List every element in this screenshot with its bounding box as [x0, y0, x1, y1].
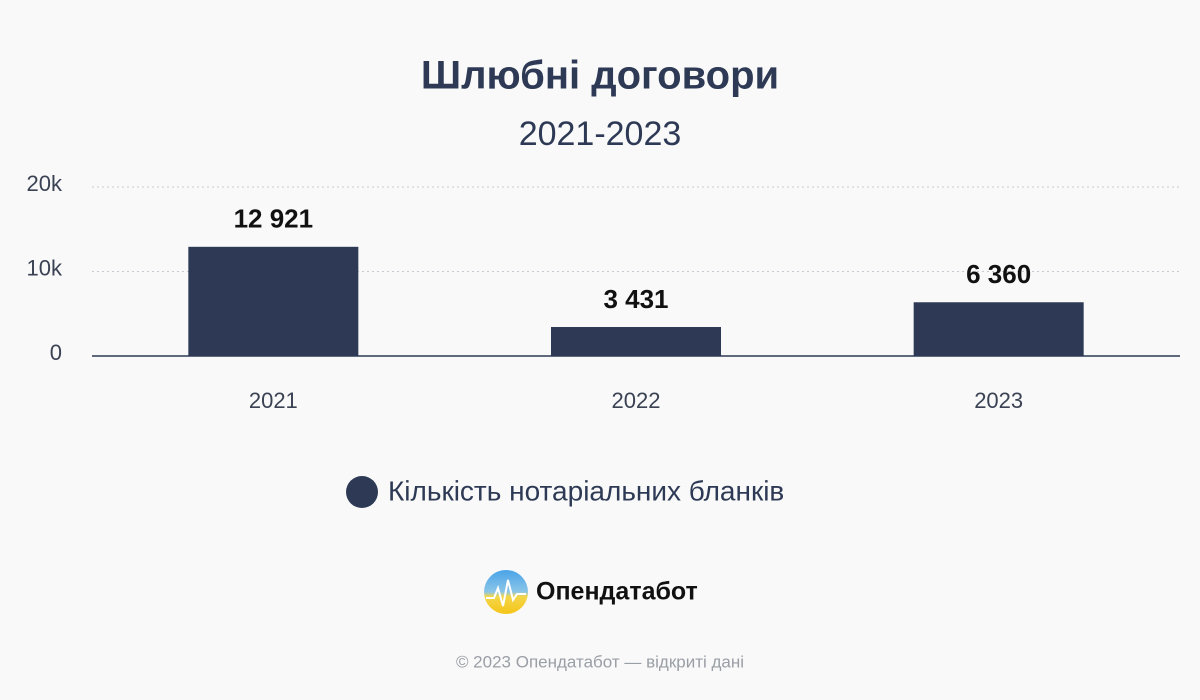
- x-tick-label: 2021: [249, 388, 298, 413]
- y-tick-label: 0: [50, 340, 62, 365]
- legend-marker: [346, 476, 378, 508]
- x-tick-label: 2022: [612, 388, 661, 413]
- value-label: 12 921: [234, 204, 314, 234]
- logo-icon: [484, 570, 528, 614]
- x-tick-label: 2023: [974, 388, 1023, 413]
- value-label: 6 360: [966, 259, 1031, 289]
- y-tick-label: 10k: [27, 255, 63, 280]
- bar: [913, 302, 1084, 356]
- legend-label: Кількість нотаріальних бланків: [388, 475, 784, 506]
- footer: © 2023 Опендатабот — відкриті дані: [456, 652, 744, 671]
- chart-title: Шлюбні договори: [421, 54, 779, 98]
- chart-subtitle: 2021-2023: [519, 115, 682, 153]
- logo-text: Опендатабот: [536, 578, 698, 606]
- bar: [551, 327, 721, 356]
- bar: [188, 246, 359, 356]
- y-tick-label: 20k: [27, 171, 63, 196]
- value-label: 3 431: [603, 284, 668, 314]
